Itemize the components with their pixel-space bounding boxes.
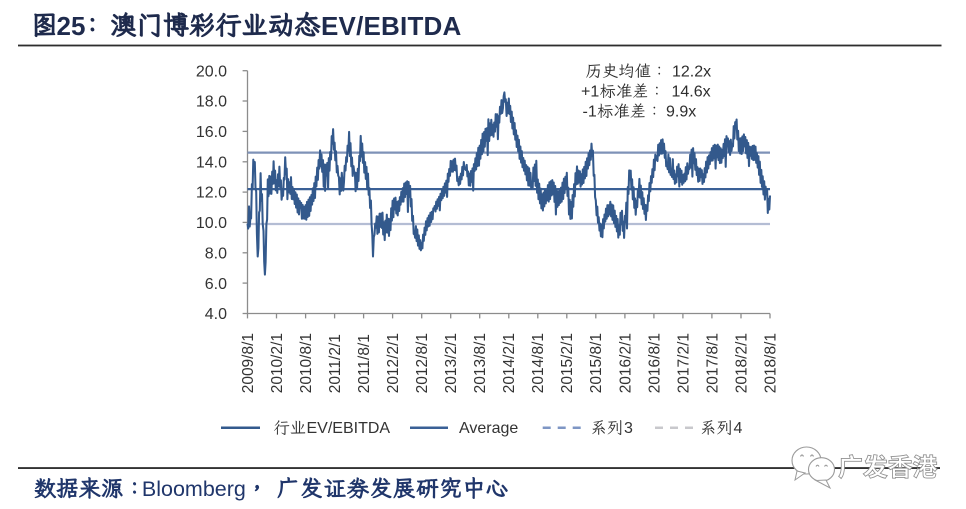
- svg-text:6.0: 6.0: [205, 276, 227, 293]
- svg-text:9.9x: 9.9x: [666, 104, 696, 121]
- svg-text:EV/EBITDA: EV/EBITDA: [307, 420, 391, 437]
- svg-text:2009/8/1: 2009/8/1: [240, 333, 257, 393]
- svg-text:2015/8/1: 2015/8/1: [588, 333, 605, 393]
- svg-text:2012/2/1: 2012/2/1: [385, 333, 402, 393]
- svg-text:14.0: 14.0: [196, 154, 227, 171]
- svg-text:EV/EBITDA: EV/EBITDA: [321, 11, 462, 41]
- svg-text:2010/2/1: 2010/2/1: [269, 333, 286, 393]
- svg-text:Average: Average: [459, 420, 518, 437]
- svg-text:25: 25: [57, 11, 86, 41]
- svg-text:8.0: 8.0: [205, 245, 227, 262]
- svg-text:20.0: 20.0: [196, 63, 227, 80]
- svg-text:2013/2/1: 2013/2/1: [443, 333, 460, 393]
- svg-text:2011/2/1: 2011/2/1: [327, 334, 344, 393]
- svg-text:10.0: 10.0: [196, 215, 227, 232]
- svg-text:2017/8/1: 2017/8/1: [704, 333, 721, 393]
- svg-text:3: 3: [624, 420, 633, 437]
- svg-text:4: 4: [734, 420, 743, 437]
- svg-text:+1: +1: [581, 84, 599, 101]
- svg-text:18.0: 18.0: [196, 94, 227, 111]
- svg-text:2018/2/1: 2018/2/1: [733, 333, 750, 393]
- svg-text:2013/8/1: 2013/8/1: [472, 333, 489, 393]
- svg-text:-1: -1: [583, 104, 597, 121]
- svg-text:2017/2/1: 2017/2/1: [675, 333, 692, 393]
- svg-text:Bloomberg: Bloomberg: [142, 477, 246, 501]
- svg-text:4.0: 4.0: [205, 306, 227, 323]
- svg-text:2016/2/1: 2016/2/1: [617, 333, 634, 393]
- svg-text:16.0: 16.0: [196, 124, 227, 141]
- svg-text:2014/8/1: 2014/8/1: [530, 333, 547, 393]
- svg-text:2011/8/1: 2011/8/1: [356, 334, 373, 393]
- svg-text:2012/8/1: 2012/8/1: [414, 333, 431, 393]
- svg-text:2010/8/1: 2010/8/1: [298, 333, 315, 393]
- svg-text:2018/8/1: 2018/8/1: [762, 333, 779, 393]
- svg-text:2014/2/1: 2014/2/1: [501, 333, 518, 393]
- svg-text:12.2x: 12.2x: [672, 64, 711, 81]
- svg-text:2015/2/1: 2015/2/1: [559, 333, 576, 393]
- svg-text:14.6x: 14.6x: [672, 84, 711, 101]
- svg-text:2016/8/1: 2016/8/1: [646, 333, 663, 393]
- svg-text:12.0: 12.0: [196, 185, 227, 202]
